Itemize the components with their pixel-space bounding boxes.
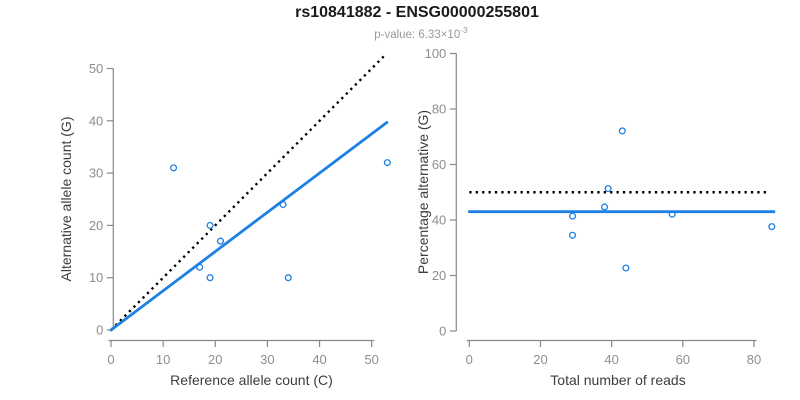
- pvalue-text: p-value: 6.33×10: [374, 28, 461, 41]
- data-point: [568, 231, 577, 239]
- x-tick-label: 40: [312, 352, 326, 367]
- data-point: [383, 159, 391, 167]
- fit-line: [109, 121, 389, 332]
- figure-subtitle: p-value: 6.33×10-3: [21, 25, 800, 41]
- x-tick-label: 0: [107, 352, 114, 367]
- data-point: [618, 127, 626, 135]
- data-point: [622, 264, 630, 272]
- data-point: [170, 164, 178, 172]
- x-tick-label: 40: [604, 352, 618, 367]
- data-point: [600, 203, 609, 211]
- data-point: [279, 200, 287, 209]
- reference-line: [110, 54, 387, 331]
- x-tick-label: 20: [533, 352, 547, 367]
- data-point: [604, 185, 612, 193]
- data-point: [206, 221, 214, 229]
- x-tick-label: 50: [364, 352, 378, 367]
- panel-left: 0 10 20 30 40 50 0 10 20 30 40 50 Reference allele c…: [58, 54, 391, 388]
- x-axis-title: Reference allele count (C): [170, 372, 333, 388]
- figure-title: rs10841882 - ENSG00000255801: [295, 4, 539, 21]
- y-axis-title: Alternative allele count (G): [58, 117, 74, 282]
- data-point: [196, 263, 204, 271]
- y-tick-label: 0: [439, 324, 446, 339]
- x-axis-title: Total number of reads: [550, 372, 685, 388]
- y-tick-label: 50: [89, 61, 103, 76]
- y-tick-label: 80: [432, 102, 446, 117]
- data-point: [768, 223, 776, 231]
- y-tick-label: 0: [96, 323, 103, 338]
- y-tick-label: 40: [432, 213, 446, 228]
- data-point: [284, 274, 292, 282]
- y-tick-label: 10: [89, 270, 103, 285]
- x-tick-label: 30: [260, 352, 274, 367]
- y-tick-label: 40: [89, 113, 103, 128]
- data-point: [668, 210, 676, 218]
- x-tick-label: 10: [156, 352, 170, 367]
- y-tick-label: 20: [432, 268, 446, 283]
- y-axis-title: Percentage alternative (G): [415, 110, 431, 274]
- y-tick-label: 30: [89, 166, 103, 181]
- data-point: [216, 237, 225, 245]
- x-tick-label: 80: [747, 352, 761, 367]
- pvalue-exponent: -3: [460, 25, 468, 35]
- y-tick-label: 20: [89, 218, 103, 233]
- x-tick-label: 20: [208, 352, 222, 367]
- y-tick-label: 60: [432, 157, 446, 172]
- x-tick-label: 60: [676, 352, 690, 367]
- data-point: [206, 274, 214, 282]
- y-tick-label: 100: [425, 46, 447, 61]
- x-tick-label: 0: [466, 352, 473, 367]
- data-point: [568, 212, 577, 220]
- panel-right: 0 20 40 60 80 100 0 20 40 60 80 Total number of rea…: [415, 46, 776, 388]
